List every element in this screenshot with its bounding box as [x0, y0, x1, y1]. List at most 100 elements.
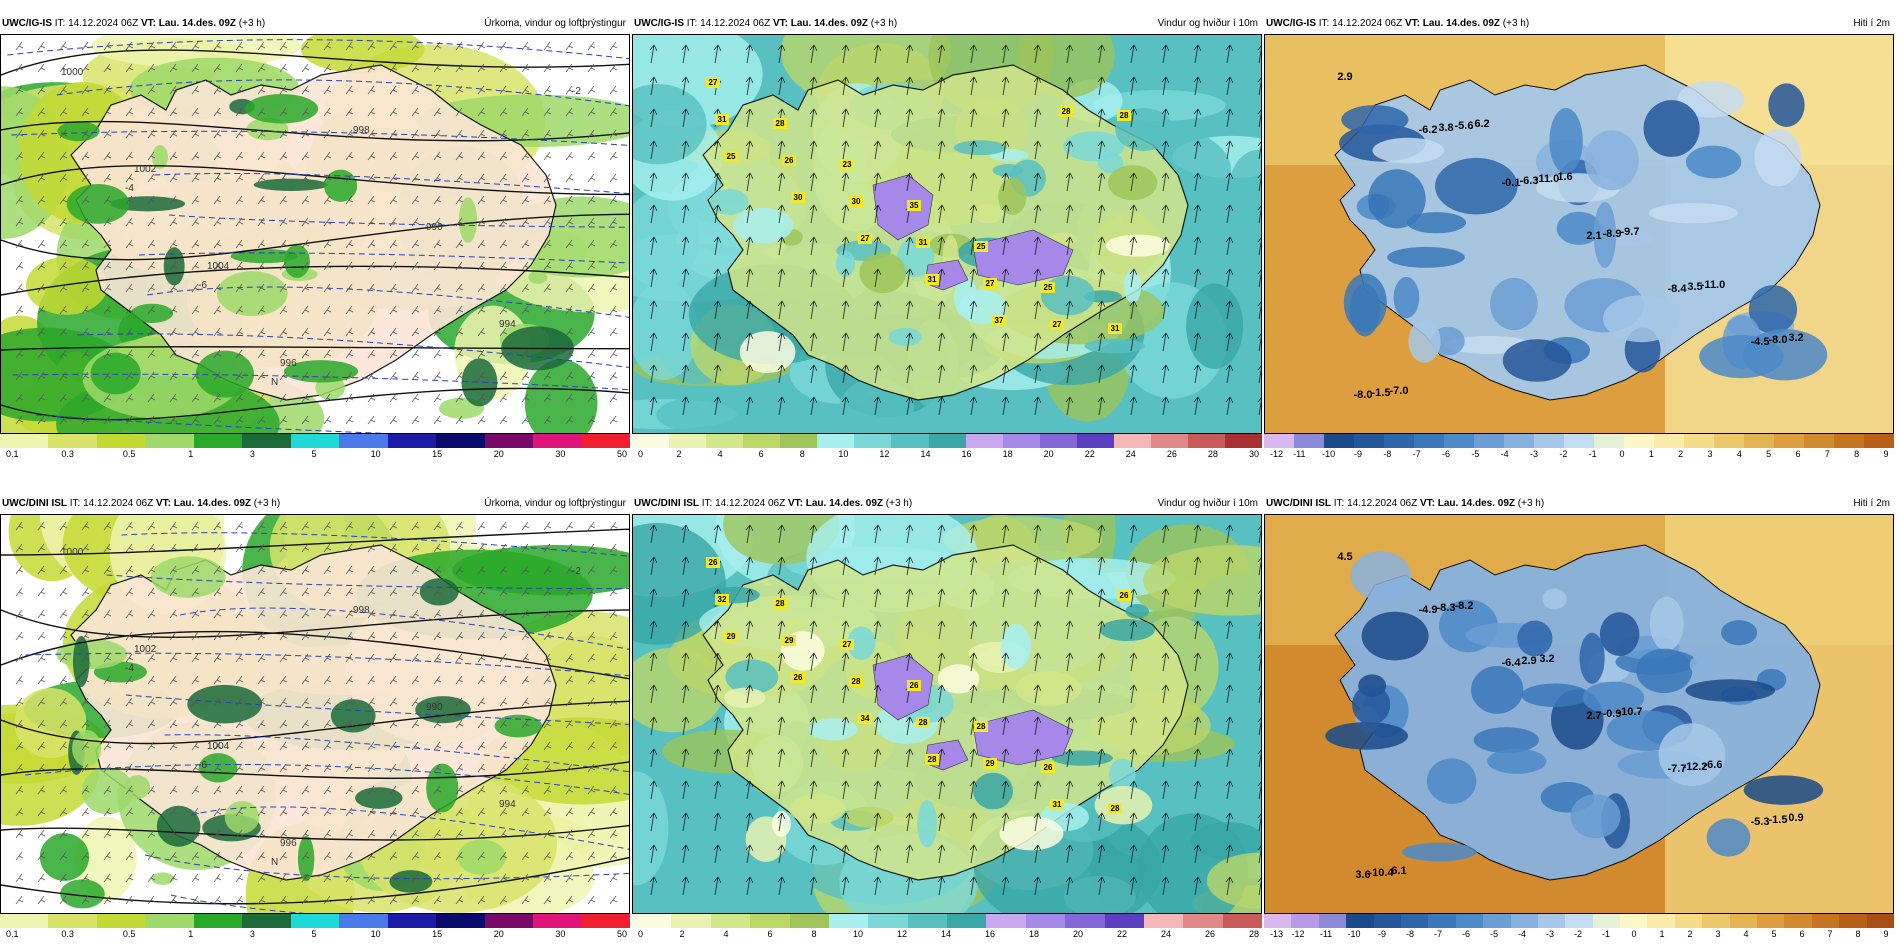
- temp-area: [1556, 211, 1602, 245]
- wind-arrow: [1225, 588, 1234, 608]
- wind-barb: [169, 415, 178, 425]
- wind-barb: [543, 217, 552, 227]
- wind-arrow: [1033, 44, 1042, 64]
- wind-barb: [521, 283, 530, 293]
- map-contour-label: N: [271, 857, 278, 868]
- wind-barb: [455, 107, 464, 117]
- wind-barb: [213, 785, 222, 795]
- colorbar-swatch: [1222, 914, 1262, 928]
- it-label: IT:: [686, 18, 698, 29]
- map-view[interactable]: 27 28 23 35 25 25 31 31 26 30 31 27 27 28 25 30 27 31 37 28: [632, 34, 1262, 434]
- wind-barb: [411, 195, 420, 205]
- gust-label: 34: [861, 714, 870, 723]
- wind-barb: [477, 261, 486, 271]
- wind-barb: [477, 675, 486, 685]
- colorbar-tick-label: -8: [1405, 929, 1415, 939]
- wind-arrow: [1225, 652, 1234, 672]
- wind-arrow: [905, 876, 914, 896]
- wind-barb: [543, 829, 552, 839]
- gust-label-box: [724, 631, 738, 642]
- wind-area: [1099, 618, 1155, 642]
- wind-barb: [213, 63, 222, 73]
- wind-barb: [59, 543, 68, 553]
- wind-arrow: [649, 620, 658, 640]
- wind-barb: [37, 327, 46, 337]
- wind-arrow: [777, 844, 786, 864]
- gust-label-box: [974, 721, 988, 732]
- wind-arrow: [1065, 140, 1074, 160]
- wind-barb: [543, 587, 552, 597]
- map-contour-label: -2: [572, 86, 581, 97]
- map-view[interactable]: 1000 1002 1004 996 998 990 994 -2 -4 -6 N: [0, 514, 630, 914]
- wind-arrow: [681, 268, 690, 288]
- temp-label: 2.9: [1521, 655, 1536, 667]
- wind-barb: [521, 565, 530, 575]
- wind-barb: [323, 631, 332, 641]
- wind-barb: [15, 895, 24, 905]
- colorbar-swatch: [1537, 914, 1566, 928]
- map-view[interactable]: 4.5 -4.9 -6.4 2.7 -7.7 -5.3 3.6 -8.3 2.9 -0.9 -12.…: [1264, 514, 1894, 914]
- colorbar-tick-label: 12: [896, 929, 908, 939]
- precip-area: [297, 835, 315, 882]
- wind-arrow: [937, 140, 946, 160]
- wind-barb: [367, 851, 376, 861]
- gust-label-box: [907, 200, 921, 211]
- wind-barb: [301, 609, 310, 619]
- colorbar-tick-label: 0.5: [122, 449, 136, 459]
- wind-arrow: [1193, 812, 1202, 832]
- wind-arrow: [937, 76, 946, 96]
- precip-area: [72, 729, 102, 767]
- wind-barb: [191, 85, 200, 95]
- wind-arrow: [841, 108, 850, 128]
- wind-barb: [81, 521, 90, 531]
- map-view[interactable]: 1000 1002 1004 996 998 990 994 -2 -4 -6 N: [0, 34, 630, 434]
- isobar: [1, 856, 629, 905]
- wind-barb: [147, 85, 156, 95]
- wind-arrow: [681, 44, 690, 64]
- wind-barb: [345, 173, 354, 183]
- wind-barb: [15, 807, 24, 817]
- vt-label: VT:: [155, 498, 171, 509]
- wind-barb: [477, 217, 486, 227]
- wind-arrow: [873, 556, 882, 576]
- map-view[interactable]: 2.9 -6.2 -0.1 2.1 -8.4 -4.5 -8.0 3.8 -6.3 -8.9 3.5…: [1264, 34, 1894, 434]
- wind-barb: [59, 587, 68, 597]
- wind-barb: [301, 41, 310, 51]
- wind-barb: [125, 63, 134, 73]
- wind-barb: [37, 107, 46, 117]
- gust-label-box: [1041, 762, 1055, 773]
- wind-area: [1108, 758, 1136, 791]
- wind-barb: [37, 217, 46, 227]
- wind-arrow: [1033, 812, 1042, 832]
- colorbar-tick-label: 16: [961, 449, 972, 459]
- wind-arrow: [1129, 204, 1138, 224]
- model-name: UWC/DINI ISL: [634, 498, 699, 509]
- wind-arrow: [1225, 364, 1234, 384]
- precip-area: [151, 872, 175, 885]
- wind-barb: [37, 895, 46, 905]
- wind-barb: [125, 393, 134, 403]
- colorbar-swatch: [339, 434, 388, 448]
- wind-arrow: [1161, 268, 1170, 288]
- wind-barb: [477, 129, 486, 139]
- wind-arrow: [841, 76, 850, 96]
- wind-arrow: [809, 780, 818, 800]
- wind-arrow: [1225, 236, 1234, 256]
- wind-arrow: [1033, 364, 1042, 384]
- wind-arrow: [969, 140, 978, 160]
- map-view[interactable]: 26 28 27 26 28 26 28 32 29 28 28 29 31 26 29 26 34 28: [632, 514, 1262, 914]
- colorbar-tick-label: 2: [679, 929, 685, 939]
- colorbar-swatch: [290, 434, 340, 448]
- colorbar-swatch: [1113, 434, 1151, 448]
- wind-arrow: [1065, 44, 1074, 64]
- wind-arrow: [809, 44, 818, 64]
- wind-barb: [169, 631, 178, 641]
- wind-arrow: [841, 556, 850, 576]
- panel-header: UWC/IG-IS IT: 14.12.2024 06Z VT: Lau. 14…: [632, 0, 1262, 34]
- wind-barb: [565, 261, 574, 271]
- wind-area: [783, 618, 802, 635]
- colorbar-ticks: 0 2 4 6 8 10 12 14 16 18 20 22 24 26 28: [632, 929, 1262, 941]
- colorbar-swatch: [1264, 434, 1294, 448]
- wind-arrow: [713, 620, 722, 640]
- wind-arrow: [1001, 332, 1010, 352]
